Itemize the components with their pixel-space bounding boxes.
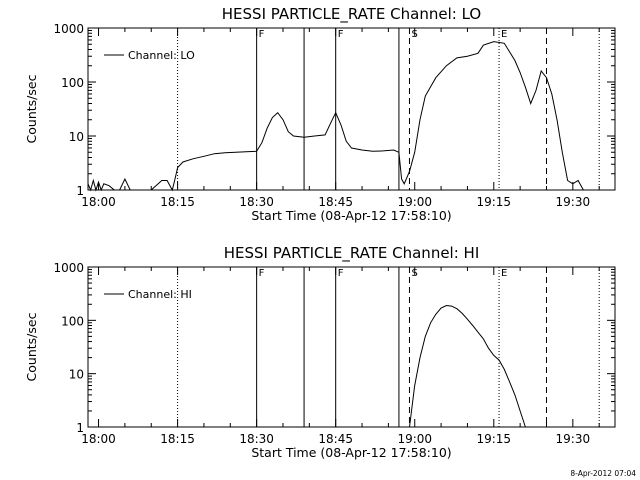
series-line <box>409 304 526 428</box>
x-tick-label: 18:30 <box>239 432 274 446</box>
y-axis-title: Counts/sec <box>24 312 39 381</box>
x-tick-label: 19:00 <box>397 432 432 446</box>
event-marker-label: F <box>259 268 265 279</box>
x-tick-label: 19:30 <box>556 432 591 446</box>
x-tick-label: 18:00 <box>81 195 116 209</box>
event-marker-label: E <box>501 268 507 279</box>
y-tick-label: 100 <box>61 314 84 328</box>
x-axis-title: Start Time (08-Apr-12 17:58:10) <box>251 445 451 460</box>
x-tick-label: 18:45 <box>318 432 353 446</box>
x-tick-label: 18:00 <box>81 432 116 446</box>
chart-panel-1: HESSI PARTICLE_RATE Channel: HI 18:00 18:1… <box>24 244 616 460</box>
plot-frame <box>87 266 616 428</box>
event-marker-label: F <box>338 268 344 279</box>
y-tick-label: 1000 <box>53 261 84 275</box>
x-tick-label: 19:15 <box>476 432 511 446</box>
event-marker-label: F <box>259 29 265 40</box>
x-tick-label: 18:30 <box>239 195 274 209</box>
chart-title: HESSI PARTICLE_RATE Channel: LO <box>222 5 481 24</box>
legend-label: Channel: LO <box>128 49 195 62</box>
footer-timestamp: 8-Apr-2012 07:04 <box>570 469 636 478</box>
event-marker-label: S <box>411 29 417 40</box>
event-marker-label: E <box>501 29 507 40</box>
event-marker-label: S <box>411 268 417 279</box>
x-axis-title: Start Time (08-Apr-12 17:58:10) <box>251 208 451 223</box>
x-tick-label: 19:15 <box>476 195 511 209</box>
y-tick-label: 1000 <box>53 22 84 36</box>
y-tick-label: 10 <box>69 130 84 144</box>
y-axis-title: Counts/sec <box>24 74 39 143</box>
x-tick-label: 18:15 <box>160 195 195 209</box>
x-tick-label: 18:15 <box>160 432 195 446</box>
x-tick-label: 19:00 <box>397 195 432 209</box>
y-tick-label: 100 <box>61 76 84 90</box>
series-line <box>87 41 589 192</box>
plot-frame <box>87 27 616 191</box>
y-tick-label: 10 <box>69 368 84 382</box>
x-tick-label: 19:30 <box>556 195 591 209</box>
y-tick-label: 1 <box>76 184 84 198</box>
chart-panel-0: HESSI PARTICLE_RATE Channel: LO 18:00 18:1… <box>24 5 616 223</box>
x-tick-label: 18:45 <box>318 195 353 209</box>
legend-label: Channel: HI <box>128 288 192 301</box>
y-tick-label: 1 <box>76 421 84 435</box>
chart-title: HESSI PARTICLE_RATE Channel: HI <box>224 244 480 263</box>
event-marker-label: F <box>338 29 344 40</box>
